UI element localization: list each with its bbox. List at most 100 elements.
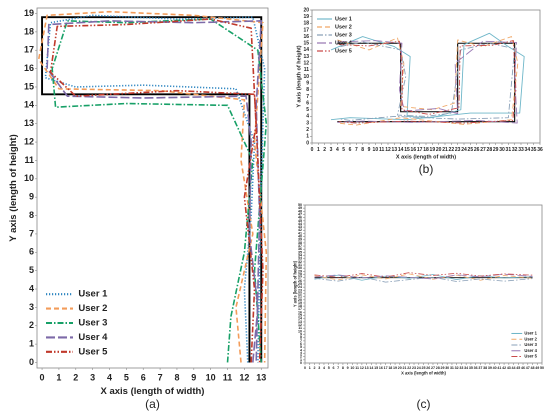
x-tick-label: 3 <box>330 147 333 153</box>
x-tick-label: 9 <box>368 147 371 153</box>
x-tick-label: 46 <box>521 366 525 370</box>
y-axis-title: Y axis (length of height) <box>293 260 298 307</box>
x-tick-label: 32 <box>455 366 459 370</box>
y-tick-label: 43 <box>298 225 302 229</box>
y-tick-label: 9 <box>300 333 302 337</box>
x-tick-label: 4 <box>323 366 325 370</box>
y-tick-label: 7 <box>29 228 34 238</box>
x-tick-label: 26 <box>474 147 480 153</box>
legend-label: User 4 <box>524 348 537 353</box>
legend-label: User 3 <box>78 318 107 329</box>
x-tick-label: 9 <box>347 366 349 370</box>
x-tick-label: 0 <box>40 372 45 382</box>
legend-label: User 3 <box>335 32 352 38</box>
y-tick-label: 42 <box>298 228 302 232</box>
x-tick-label: 16 <box>411 147 417 153</box>
x-tick-label: 21 <box>403 366 407 370</box>
y-tick-label: 14 <box>24 100 34 110</box>
y-tick-label: 20 <box>303 7 309 13</box>
caption: (b) <box>419 162 434 176</box>
x-tick-label: 23 <box>455 147 461 153</box>
y-tick-label: 1 <box>300 358 302 362</box>
x-tick-label: 33 <box>459 366 463 370</box>
x-tick-label: 18 <box>423 147 429 153</box>
y-tick-label: 21 <box>298 295 302 299</box>
user-trajectory <box>314 272 533 278</box>
x-tick-label: 35 <box>531 147 537 153</box>
x-tick-label: 30 <box>499 147 505 153</box>
x-tick-label: 47 <box>526 366 530 370</box>
x-tick-label: 25 <box>422 366 426 370</box>
user-trajectory <box>46 20 263 363</box>
y-tick-label: 8 <box>306 87 309 93</box>
y-tick-label: 47 <box>298 212 302 216</box>
subplot: 0 1 2 3 4 5 6 7 8 9 10 11 12 13 14 15 16 17 18 19 20 21 22 23 24… <box>293 203 544 411</box>
y-tick-label: 6 <box>306 100 309 106</box>
reference-path <box>337 42 516 123</box>
y-tick-label: 10 <box>298 329 302 333</box>
x-tick-label: 20 <box>398 366 402 370</box>
legend-label: User 5 <box>335 48 352 54</box>
y-tick-label: 3 <box>29 302 34 312</box>
x-tick-label: 6 <box>141 372 146 382</box>
legend-label: User 4 <box>78 332 108 343</box>
x-tick-label: 2 <box>323 147 326 153</box>
x-tick-label: 36 <box>537 147 543 153</box>
x-tick-label: 14 <box>398 147 404 153</box>
legend-label: User 1 <box>78 289 108 300</box>
y-tick-label: 37 <box>298 244 302 248</box>
x-tick-label: 5 <box>342 147 345 153</box>
y-tick-label: 19 <box>303 14 309 20</box>
x-tick-label: 5 <box>124 372 129 382</box>
x-tick-label: 19 <box>430 147 436 153</box>
y-tick-label: 15 <box>298 314 302 318</box>
x-axis-title: X axis (length of width) <box>401 371 446 376</box>
x-tick-label: 27 <box>431 366 435 370</box>
x-tick-label: 7 <box>158 372 163 382</box>
x-tick-label: 49 <box>535 366 539 370</box>
y-tick-label: 36 <box>298 247 302 251</box>
x-tick-label: 42 <box>502 366 506 370</box>
y-tick-label: 38 <box>298 241 302 245</box>
x-tick-label: 11 <box>379 147 385 153</box>
x-tick-label: 16 <box>379 366 383 370</box>
y-tick-label: 14 <box>303 47 309 53</box>
y-tick-label: 35 <box>298 250 302 254</box>
y-tick-label: 28 <box>298 272 302 276</box>
y-tick-label: 33 <box>298 257 302 261</box>
x-tick-label: 41 <box>497 366 501 370</box>
x-axis-title: X axis (length of width) <box>396 154 456 160</box>
x-tick-label: 26 <box>426 366 430 370</box>
x-tick-label: 44 <box>512 366 516 370</box>
x-tick-label: 0 <box>304 366 306 370</box>
x-tick-label: 31 <box>506 147 512 153</box>
y-tick-label: 4 <box>300 348 302 352</box>
y-tick-label: 8 <box>29 210 34 220</box>
x-tick-label: 45 <box>516 366 520 370</box>
y-tick-label: 11 <box>298 326 302 330</box>
user-trajectory <box>51 18 268 363</box>
x-tick-label: 3 <box>90 372 95 382</box>
plot-frame <box>304 204 543 364</box>
user-trajectory <box>330 32 525 121</box>
x-tick-label: 39 <box>488 366 492 370</box>
y-axis-title: Y axis (length of height) <box>296 45 302 107</box>
y-tick-label: 12 <box>24 136 34 146</box>
y-tick-label: 12 <box>298 323 302 327</box>
y-tick-label: 1 <box>306 134 309 140</box>
y-tick-label: 3 <box>300 351 302 355</box>
y-tick-label: 8 <box>300 336 302 340</box>
y-tick-label: 22 <box>298 291 302 295</box>
legend-label: User 2 <box>78 303 107 314</box>
y-tick-label: 16 <box>24 63 34 73</box>
x-tick-label: 7 <box>337 366 339 370</box>
y-tick-label: 15 <box>24 81 34 91</box>
x-axis-title: X axis (length of width) <box>101 386 205 397</box>
y-tick-label: 7 <box>306 94 309 100</box>
y-tick-label: 5 <box>29 265 34 275</box>
x-tick-label: 38 <box>483 366 487 370</box>
